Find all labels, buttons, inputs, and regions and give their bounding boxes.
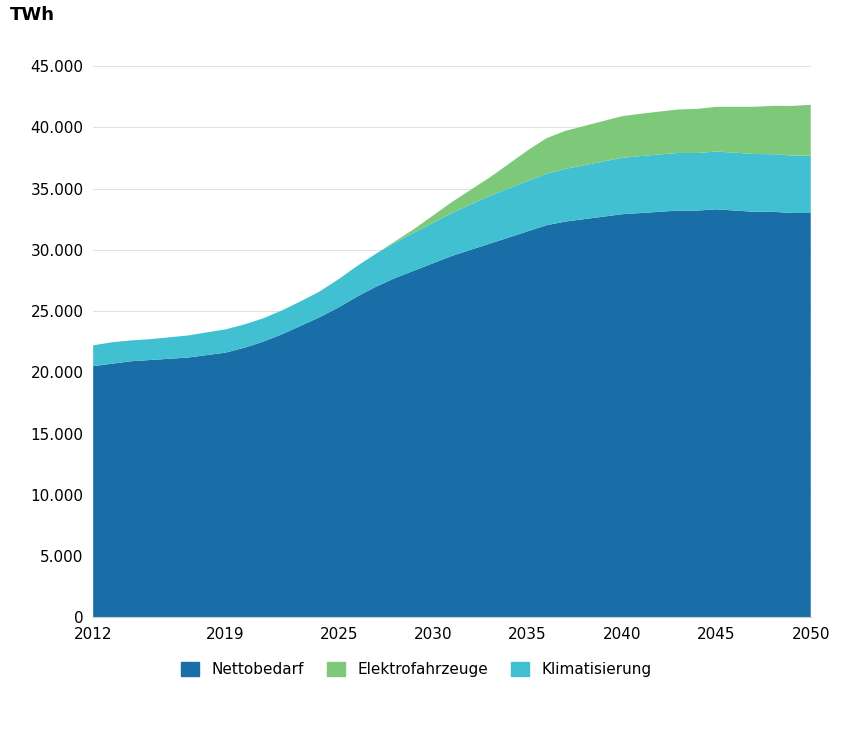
Legend: Nettobedarf, Elektrofahrzeuge, Klimatisierung: Nettobedarf, Elektrofahrzeuge, Klimatisi… [173, 654, 658, 684]
Y-axis label: TWh: TWh [9, 6, 55, 24]
